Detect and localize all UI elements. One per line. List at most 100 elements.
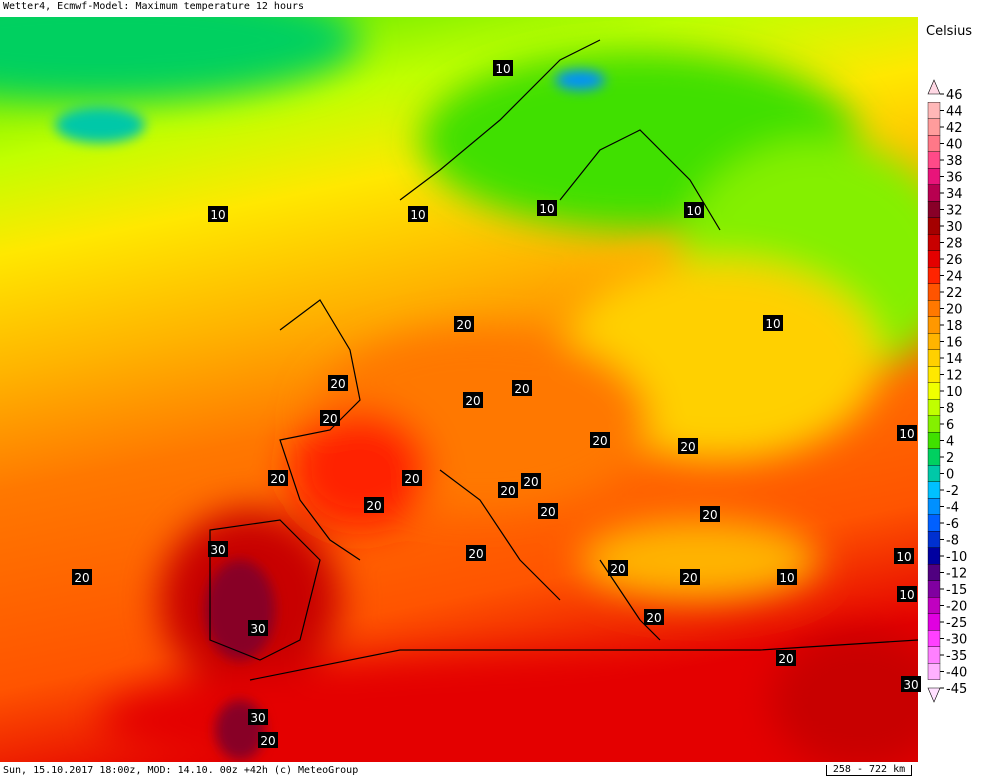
legend-swatch bbox=[927, 217, 941, 235]
legend-swatch bbox=[927, 102, 941, 119]
legend-label: 10 bbox=[946, 385, 963, 400]
legend-label: 46 bbox=[946, 88, 963, 103]
legend-label: 0 bbox=[946, 468, 954, 483]
contour-label: 20 bbox=[74, 571, 89, 585]
contour-label: 10 bbox=[765, 317, 780, 331]
contour-label-box bbox=[328, 375, 348, 391]
contour-label: 20 bbox=[680, 440, 695, 454]
contour-label: 10 bbox=[779, 571, 794, 585]
legend-swatch bbox=[927, 267, 941, 284]
legend-label: 12 bbox=[946, 369, 963, 384]
legend-label: -45 bbox=[946, 682, 967, 697]
legend-swatch bbox=[927, 316, 941, 334]
contour-label: 10 bbox=[896, 550, 911, 564]
contour-label-box bbox=[463, 392, 483, 408]
contour-label-box bbox=[700, 506, 720, 522]
contour-label: 10 bbox=[899, 588, 914, 602]
legend-swatch bbox=[927, 514, 941, 532]
legend-label: 18 bbox=[946, 319, 963, 334]
contour-label: 20 bbox=[514, 382, 529, 396]
legend-swatch bbox=[927, 498, 941, 515]
contour-label-box bbox=[763, 315, 783, 331]
contour-label: 20 bbox=[260, 734, 275, 748]
legend-label: 4 bbox=[946, 435, 954, 450]
contour-label-box bbox=[901, 676, 921, 692]
legend-swatch bbox=[927, 432, 941, 449]
contour-label-box bbox=[466, 545, 486, 561]
legend-swatch bbox=[927, 448, 941, 466]
contour-label-box bbox=[684, 202, 704, 218]
contour-label-box bbox=[454, 316, 474, 332]
contour-label: 20 bbox=[366, 499, 381, 513]
legend-swatch bbox=[927, 663, 941, 680]
contour-label: 20 bbox=[610, 562, 625, 576]
contour-label: 10 bbox=[899, 427, 914, 441]
contour-label: 20 bbox=[592, 434, 607, 448]
legend-swatch bbox=[927, 283, 941, 301]
contour-label: 20 bbox=[468, 547, 483, 561]
scale-bar: 258 - 722 km bbox=[826, 765, 912, 776]
legend-swatch bbox=[927, 465, 941, 482]
contour-label: 30 bbox=[903, 678, 918, 692]
legend-swatch bbox=[927, 168, 941, 185]
contour-label: 10 bbox=[539, 202, 554, 216]
contour-label-box bbox=[776, 650, 796, 666]
legend-swatch bbox=[927, 234, 941, 251]
legend-swatch bbox=[927, 415, 941, 433]
contour-label: 20 bbox=[270, 472, 285, 486]
legend-swatch bbox=[927, 349, 941, 367]
contour-label: 30 bbox=[250, 622, 265, 636]
contour-label-box bbox=[248, 620, 268, 636]
contour-label-box bbox=[72, 569, 92, 585]
contour-label: 20 bbox=[456, 318, 471, 332]
legend-swatch bbox=[927, 333, 941, 350]
legend-label: -12 bbox=[946, 567, 967, 582]
contour-label: 20 bbox=[523, 475, 538, 489]
contour-label: 20 bbox=[404, 472, 419, 486]
legend-label: 26 bbox=[946, 253, 963, 268]
contour-label-box bbox=[248, 709, 268, 725]
legend-label: 22 bbox=[946, 286, 963, 301]
legend-swatch bbox=[927, 135, 941, 152]
legend-swatch bbox=[927, 382, 941, 400]
legend-label: 28 bbox=[946, 237, 963, 252]
contour-label-box bbox=[498, 482, 518, 498]
legend-label: -20 bbox=[946, 600, 967, 615]
legend-swatch bbox=[927, 250, 941, 268]
legend-label: 24 bbox=[946, 270, 963, 285]
legend-label: -8 bbox=[946, 534, 959, 549]
contour-label-box bbox=[680, 569, 700, 585]
legend-label: 20 bbox=[946, 303, 963, 318]
legend-swatch bbox=[927, 481, 941, 499]
legend-swatch bbox=[927, 366, 941, 383]
legend-label: 16 bbox=[946, 336, 963, 351]
contour-label-box bbox=[512, 380, 532, 396]
legend-swatch bbox=[927, 300, 941, 317]
legend-swatch bbox=[927, 597, 941, 614]
legend-arrow-bottom bbox=[927, 687, 941, 703]
header-title: Wetter4, Ecmwf-Model: Maximum temperatur… bbox=[3, 1, 305, 12]
contour-label-box bbox=[777, 569, 797, 585]
contour-label: 10 bbox=[495, 62, 510, 76]
legend-label: -6 bbox=[946, 517, 959, 532]
legend-label: -15 bbox=[946, 583, 967, 598]
contour-label: 10 bbox=[210, 208, 225, 222]
footer-text: Sun, 15.10.2017 18:00z, MOD: 14.10. 00z … bbox=[3, 765, 359, 776]
contour-label-box bbox=[208, 206, 228, 222]
contour-label: 10 bbox=[686, 204, 701, 218]
legend-label: -25 bbox=[946, 616, 967, 631]
contour-label-box bbox=[521, 473, 541, 489]
legend-label: 44 bbox=[946, 105, 963, 120]
contour-label-box bbox=[364, 497, 384, 513]
legend: 4644424038363432302826242220181614121086… bbox=[927, 79, 967, 703]
legend-swatch bbox=[927, 531, 941, 548]
legend-label: 14 bbox=[946, 352, 963, 367]
legend-label: 32 bbox=[946, 204, 963, 219]
legend-label: 2 bbox=[946, 451, 954, 466]
contour-label: 20 bbox=[465, 394, 480, 408]
contour-label-box bbox=[897, 586, 917, 602]
legend-label: -2 bbox=[946, 484, 959, 499]
legend-label: 6 bbox=[946, 418, 954, 433]
coastlines bbox=[209, 39, 918, 681]
